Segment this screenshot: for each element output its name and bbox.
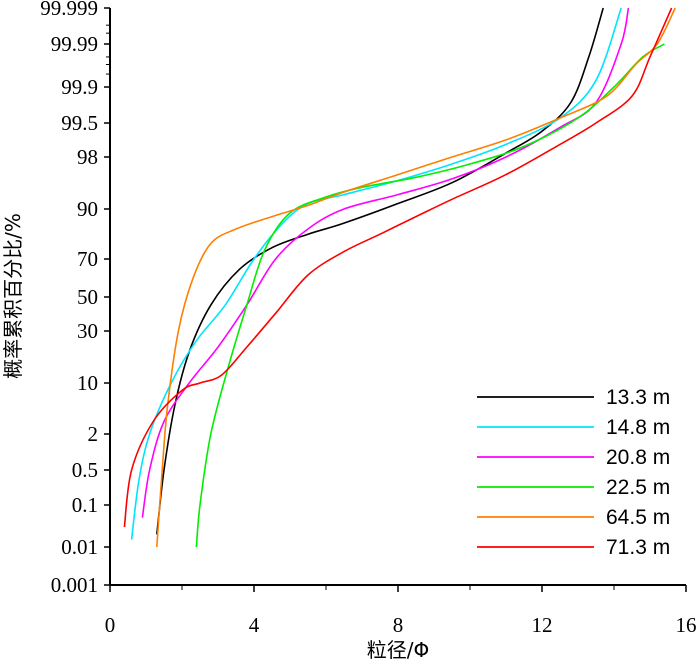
x-tick-label: 4	[249, 613, 260, 637]
y-tick-label: 2	[88, 422, 99, 446]
series-layer	[123, 7, 676, 548]
series-line-4	[195, 43, 665, 548]
y-tick-label: 99.99	[51, 32, 98, 56]
series-line-2	[130, 7, 622, 540]
y-tick-label: 0.01	[61, 535, 98, 559]
legend-label-1: 13.3 m	[606, 386, 670, 409]
x-axis-ticks: 0 4 8 12 16	[105, 585, 697, 637]
y-tick-label: 99.5	[61, 111, 98, 135]
y-tick-label: 30	[77, 319, 98, 343]
legend-label-4: 22.5 m	[606, 476, 670, 499]
y-tick-label: 50	[77, 285, 98, 309]
series-line-5	[156, 7, 676, 548]
legend-label-5: 64.5 m	[606, 506, 670, 529]
series-line-1	[156, 7, 604, 535]
series-line-3	[141, 7, 630, 518]
y-tick-label: 90	[77, 197, 98, 221]
y-axis-ticks: 0.001 0.01 0.1 0.5 2 10 30 50 70 90 98 99.5 99.9 99.9…	[40, 0, 110, 597]
y-tick-label: 70	[77, 247, 98, 271]
series-line-6	[123, 7, 673, 528]
y-tick-label: 98	[77, 145, 98, 169]
y-tick-label: 0.001	[51, 573, 98, 597]
y-axis-label: 概率累积百分比/%	[1, 213, 25, 379]
legend-label-3: 20.8 m	[606, 446, 670, 469]
x-tick-label: 16	[676, 613, 697, 637]
legend: 13.3 m 14.8 m 20.8 m 22.5 m 64.5 m 71.3 m	[477, 386, 670, 559]
y-tick-label: 10	[77, 371, 98, 395]
legend-label-2: 14.8 m	[606, 416, 670, 439]
y-tick-label: 0.5	[72, 458, 98, 482]
x-axis-label: 粒径/Φ	[367, 638, 429, 662]
y-tick-label: 99.999	[40, 0, 98, 20]
legend-label-6: 71.3 m	[606, 536, 670, 559]
y-tick-label: 0.1	[72, 493, 98, 517]
x-tick-label: 8	[393, 613, 404, 637]
x-tick-label: 12	[532, 613, 553, 637]
y-tick-label: 99.9	[61, 75, 98, 99]
x-tick-label: 0	[105, 613, 116, 637]
axes	[109, 8, 686, 586]
